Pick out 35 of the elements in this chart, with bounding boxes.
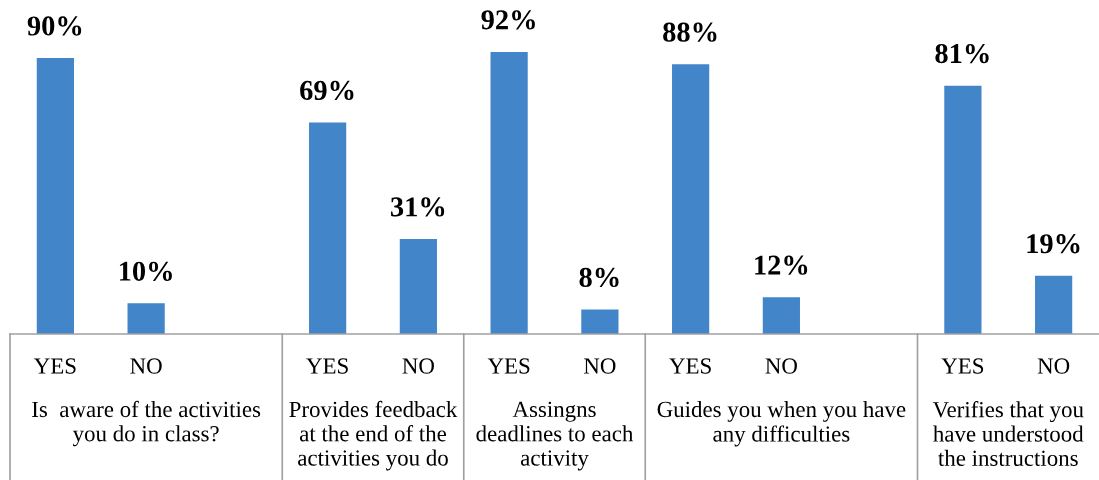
data-label: 90% (27, 16, 82, 36)
bar (581, 309, 619, 334)
x-tick-label: NO (130, 358, 162, 374)
data-label: 10% (119, 261, 172, 281)
data-label: 8% (579, 267, 619, 288)
bar (127, 303, 165, 334)
x-tick-label: YES (487, 358, 530, 374)
bar (1035, 275, 1073, 334)
x-tick-label: NO (1037, 358, 1070, 374)
x-tick-label: YES (306, 358, 348, 374)
data-label: 88% (663, 22, 717, 42)
bar (309, 122, 347, 334)
bar (399, 238, 437, 334)
x-tick-label: YES (941, 358, 984, 374)
x-tick-label: YES (33, 358, 76, 374)
text: Verifies that you have understood the instructions (932, 401, 1084, 466)
x-tick-label: NO (402, 358, 434, 374)
data-label: 31% (390, 197, 445, 217)
data-label: 12% (755, 255, 808, 275)
bar (490, 51, 528, 334)
text: Guides you when you have any difficulties (657, 401, 906, 447)
x-tick-label: NO (583, 358, 616, 374)
data-label: 81% (935, 43, 989, 64)
data-label: 92% (481, 10, 535, 30)
data-label: 69% (300, 80, 354, 101)
x-tick-label: NO (765, 358, 797, 374)
x-tick-label: YES (669, 358, 711, 374)
text: Is aware of the activities you do in class? (32, 400, 261, 447)
bar (762, 297, 800, 334)
data-label: 19% (1027, 234, 1080, 254)
bar (36, 58, 74, 334)
text: Assingns deadlines to each activity (476, 401, 634, 471)
bar (672, 64, 710, 334)
bar (944, 85, 982, 334)
text: Provides feedback at the end of the activities you do (289, 400, 458, 471)
